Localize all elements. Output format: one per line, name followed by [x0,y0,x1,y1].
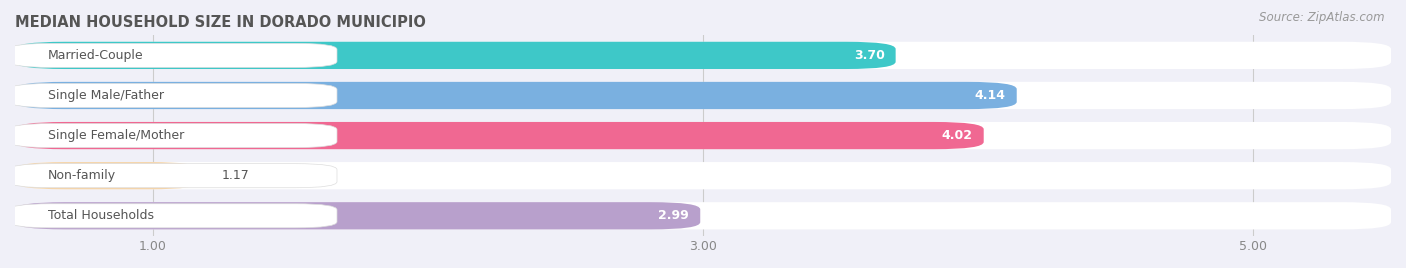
Text: Source: ZipAtlas.com: Source: ZipAtlas.com [1260,11,1385,24]
FancyBboxPatch shape [15,42,1391,69]
FancyBboxPatch shape [15,82,1391,109]
FancyBboxPatch shape [10,204,337,228]
FancyBboxPatch shape [15,162,200,189]
FancyBboxPatch shape [15,162,1391,189]
Text: 4.02: 4.02 [942,129,973,142]
Text: 3.70: 3.70 [853,49,884,62]
FancyBboxPatch shape [10,164,337,188]
FancyBboxPatch shape [15,122,984,149]
Text: 1.17: 1.17 [221,169,249,182]
FancyBboxPatch shape [15,122,1391,149]
FancyBboxPatch shape [15,42,896,69]
FancyBboxPatch shape [10,43,337,68]
FancyBboxPatch shape [15,82,1017,109]
Text: 4.14: 4.14 [974,89,1005,102]
FancyBboxPatch shape [10,83,337,107]
Text: Single Male/Father: Single Male/Father [48,89,165,102]
FancyBboxPatch shape [15,202,700,229]
Text: Total Households: Total Households [48,209,155,222]
Text: Married-Couple: Married-Couple [48,49,143,62]
FancyBboxPatch shape [10,124,337,148]
Text: Non-family: Non-family [48,169,117,182]
Text: MEDIAN HOUSEHOLD SIZE IN DORADO MUNICIPIO: MEDIAN HOUSEHOLD SIZE IN DORADO MUNICIPI… [15,15,426,30]
FancyBboxPatch shape [15,202,1391,229]
Text: Single Female/Mother: Single Female/Mother [48,129,184,142]
Text: 2.99: 2.99 [658,209,689,222]
